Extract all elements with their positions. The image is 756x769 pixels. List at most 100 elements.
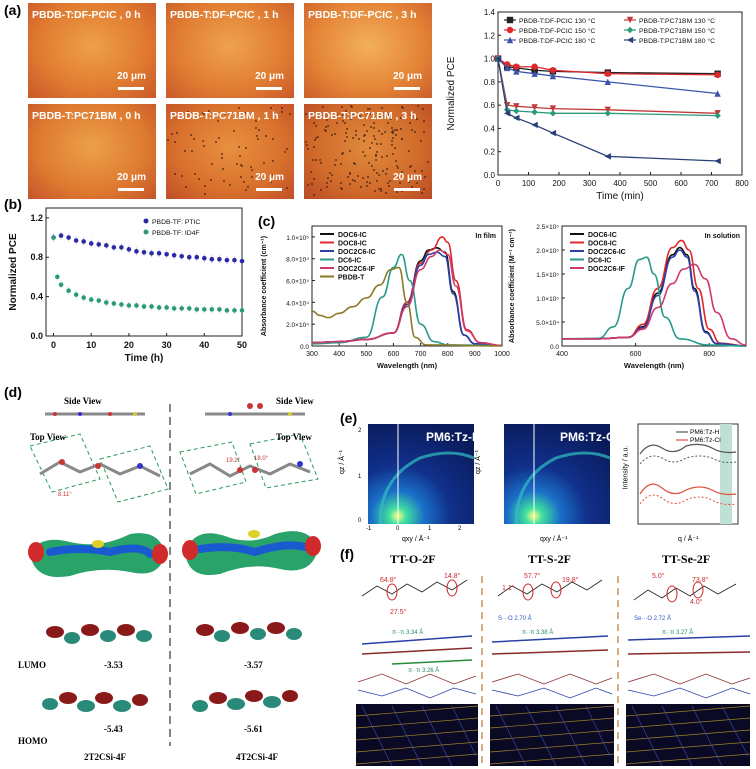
particle [316,136,319,139]
data-point [549,72,557,80]
x-tick-label: 200 [552,179,566,188]
particle [250,166,253,168]
particle [388,114,391,117]
data-point [186,254,192,260]
panel-f-packing: 64.8° 14.8° 27.5° 57.7° 1.1° 19.8° 5.0° … [355,572,751,768]
particle [375,142,378,145]
panel-label-b: (b) [4,196,22,212]
particle [193,138,196,141]
svg-text:4.0°: 4.0° [690,598,703,606]
packing-network [357,673,751,699]
qxy-tick: 1 [428,526,432,532]
y-axis-label: Normalized PCE [8,233,19,311]
particle [242,180,245,183]
particle [395,128,398,131]
particle [382,115,385,118]
series [494,55,721,165]
data-point [73,238,79,243]
particle [174,173,177,176]
particle [285,187,288,190]
data-point [239,258,245,264]
particle [344,110,347,113]
particle [191,149,194,152]
lumo-label: LUMO [18,660,46,670]
particle [233,129,236,132]
particle [173,141,176,144]
particle [427,161,430,164]
legend-label: DOC6-IC [338,232,367,239]
legend-marker [506,16,514,24]
particle [313,193,316,196]
particle [340,181,343,184]
data-point [149,304,154,309]
top-view-label-right: Top View [276,432,312,442]
particle [325,186,328,189]
particle [343,122,346,125]
svg-text:73.8°: 73.8° [692,576,709,584]
data-point [531,108,538,116]
particle [399,127,402,130]
x-tick-label: 100 [522,179,536,188]
particle [368,161,371,164]
legend-label: PBDB-T:PC71BM 180 °C [639,37,715,45]
particle [391,132,394,135]
particle [313,121,316,124]
series-line [311,253,503,347]
particle [324,129,327,132]
particle [221,168,224,171]
chart-c-film-absorbance: 300 400 500 600 700 800 900 1000 0.0 2.0×10⁴ 4.0×1… [261,225,510,370]
x-tick-label: 30 [162,340,172,350]
particle [175,132,178,135]
data-point [604,70,611,77]
particle [373,126,376,129]
particle [381,132,384,135]
svg-text:π··π 3.27 Å: π··π 3.27 Å [662,629,693,636]
data-point [714,112,721,119]
legend-label: DC6-IC [588,258,611,265]
particle [420,139,423,142]
data-point [714,157,721,165]
particle [335,122,338,125]
series [311,249,503,347]
data-point [232,308,237,313]
particle [378,129,381,132]
y-tick-label: 1.0×10⁵ [536,296,559,303]
scale-bar [256,87,282,90]
particle [393,128,396,131]
particle [211,163,214,166]
particle [240,165,243,168]
line-cut-plot [637,423,739,525]
data-point [141,304,147,309]
particle [371,165,374,168]
x-tick-label: 0 [51,340,56,350]
particle [201,112,204,115]
x-tick-label: 800 [735,179,749,188]
particle [355,134,358,137]
data-point [202,307,207,312]
series-line [311,249,503,347]
particle [366,112,369,115]
data-point [111,245,117,250]
y-tick-label: 1.2 [30,213,43,223]
particle [271,159,274,162]
x-tick-label: 700 [705,179,719,188]
series [561,239,747,347]
plot-frame [561,225,747,347]
side-view-label-left: Side View [64,396,102,406]
micrograph-title: PBDB-T:DF-PCIC , 1 h [170,9,279,21]
y-tick-label: 1.4 [484,8,496,17]
data-point [194,307,200,312]
legend-marker [506,26,514,34]
data-point [194,254,200,260]
particle [240,176,243,179]
y-tick-label: 0.6 [484,101,496,110]
legend-label: PBDB-T:PC71BM 150 °C [639,27,715,35]
data-point [126,303,132,308]
particle [375,154,378,157]
particle [366,180,369,183]
data-point [171,252,177,258]
particle [197,177,200,180]
x-tick-label: 600 [630,351,642,358]
scale-bar [394,188,420,191]
y-tick-label: 1.0 [484,55,496,64]
